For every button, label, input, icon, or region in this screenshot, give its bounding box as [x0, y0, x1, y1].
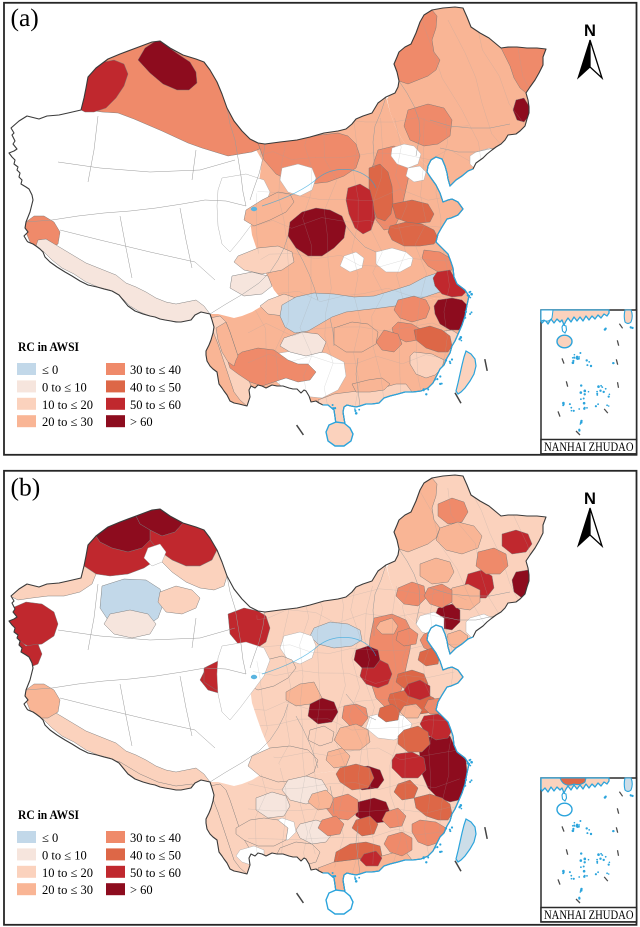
svg-text:10 to ≤ 20: 10 to ≤ 20	[42, 398, 93, 412]
svg-text:(b): (b)	[11, 473, 41, 502]
svg-text:40 to ≤ 50: 40 to ≤ 50	[130, 848, 181, 862]
svg-text:≤ 0: ≤ 0	[42, 363, 58, 377]
svg-text:N: N	[584, 490, 596, 508]
svg-text:> 60: > 60	[130, 415, 153, 429]
svg-text:≤ 0: ≤ 0	[42, 831, 58, 845]
svg-text:(a): (a)	[11, 3, 39, 32]
svg-text:> 60: > 60	[130, 883, 153, 897]
svg-text:50 to ≤ 60: 50 to ≤ 60	[130, 866, 181, 880]
svg-text:N: N	[584, 22, 596, 40]
svg-text:0 to ≤ 10: 0 to ≤ 10	[42, 848, 87, 862]
svg-text:10 to ≤ 20: 10 to ≤ 20	[42, 866, 93, 880]
svg-text:0 to ≤ 10: 0 to ≤ 10	[42, 380, 87, 394]
svg-text:RC in AWSI: RC in AWSI	[18, 339, 79, 354]
svg-text:20 to ≤ 30: 20 to ≤ 30	[42, 415, 93, 429]
svg-text:40 to ≤ 50: 40 to ≤ 50	[130, 380, 181, 394]
svg-text:50 to ≤ 60: 50 to ≤ 60	[130, 398, 181, 412]
svg-text:NANHAI ZHUDAO: NANHAI ZHUDAO	[544, 439, 634, 454]
svg-text:30 to ≤ 40: 30 to ≤ 40	[130, 363, 181, 377]
svg-text:30 to ≤ 40: 30 to ≤ 40	[130, 831, 181, 845]
svg-text:20 to ≤ 30: 20 to ≤ 30	[42, 883, 93, 897]
svg-text:NANHAI ZHUDAO: NANHAI ZHUDAO	[544, 907, 634, 922]
svg-text:RC in AWSI: RC in AWSI	[18, 807, 79, 822]
